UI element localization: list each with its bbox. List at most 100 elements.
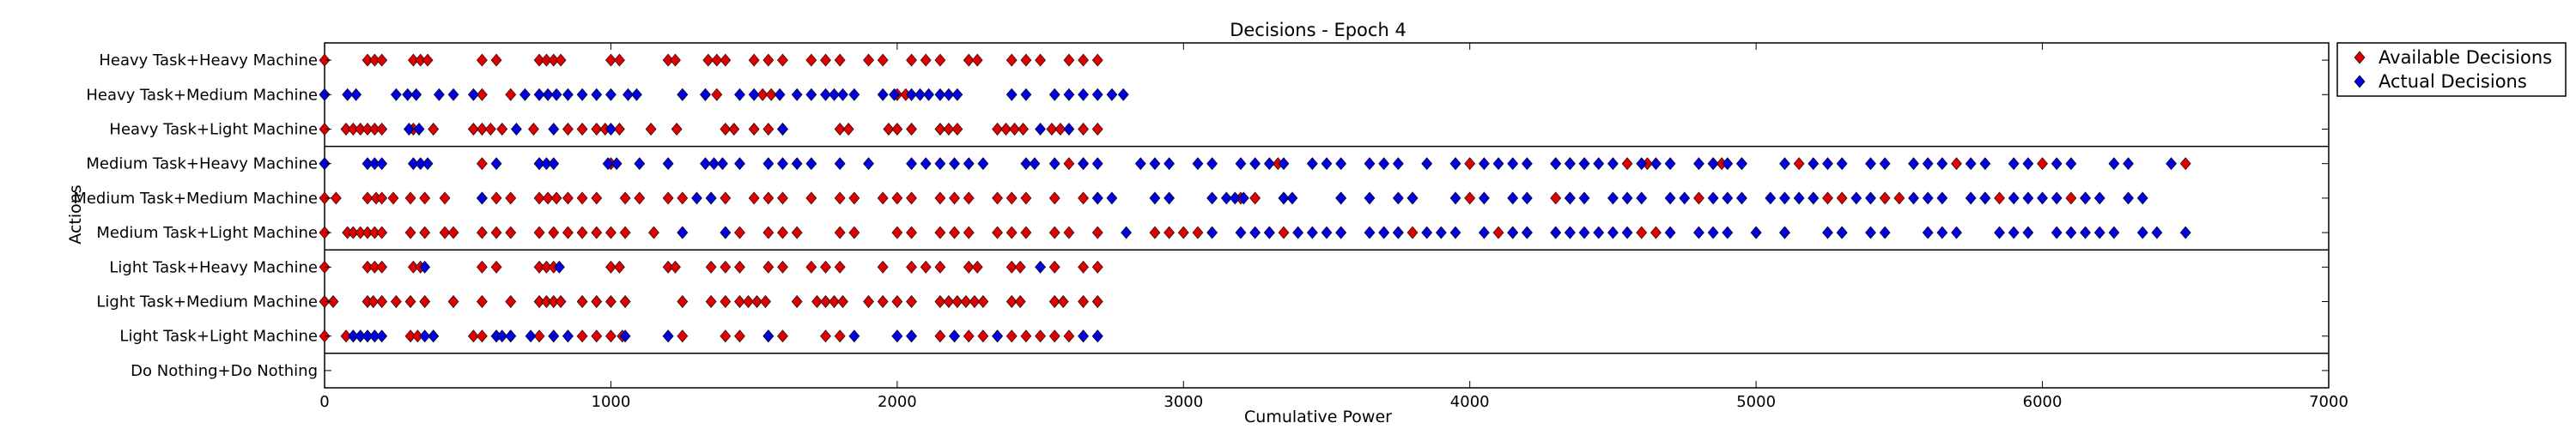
actual-decision-point [1507, 157, 1519, 171]
actual-decision-point [791, 157, 803, 171]
available-decision-point [533, 191, 545, 205]
actual-decision-point [1220, 191, 1232, 205]
available-decision-point [1464, 157, 1476, 171]
available-decision-point [820, 260, 831, 274]
available-decision-point [934, 53, 946, 67]
actual-decision-point [2108, 157, 2120, 171]
actual-decision-point [1121, 226, 1132, 239]
actual-decision-point [548, 123, 560, 136]
actual-decision-point [562, 329, 574, 343]
actual-decision-point [548, 157, 560, 171]
actual-decision-point [762, 329, 775, 343]
actual-decision-point [1406, 191, 1419, 205]
actual-decision-point [1106, 88, 1118, 101]
actual-decision-point [433, 88, 445, 101]
available-decision-point [920, 53, 932, 67]
available-decision-point [484, 123, 496, 136]
y-tick-label: Light Task+Light Machine [119, 328, 318, 346]
available-decision-point [505, 88, 517, 101]
available-decision-point [1063, 53, 1075, 67]
available-decision-point [390, 295, 402, 308]
actual-decision-point [1134, 157, 1146, 171]
actual-decision-point [1091, 88, 1103, 101]
actual-decision-point [1922, 157, 1934, 171]
actual-decision-point [402, 88, 414, 101]
actual-decision-point [1664, 191, 1676, 205]
available-decision-point [533, 329, 545, 343]
available-decision-point [906, 53, 917, 67]
available-decision-point [1177, 226, 1189, 239]
available-decision-point [1951, 157, 1962, 171]
available-decision-point [476, 53, 488, 67]
actual-decision-point [1936, 191, 1948, 205]
available-decision-point [1893, 191, 1905, 205]
available-decision-point [562, 191, 574, 205]
available-decision-point [439, 226, 451, 239]
available-decision-point [1091, 226, 1103, 239]
available-decision-point [677, 329, 689, 343]
actual-decision-point [1936, 226, 1948, 239]
actual-decision-point [422, 157, 434, 171]
actual-decision-point [1779, 191, 1790, 205]
actual-decision-point [2008, 191, 2020, 205]
available-decision-point [877, 53, 889, 67]
available-decision-point [906, 123, 917, 136]
actual-decision-point [1449, 226, 1461, 239]
available-decision-point [555, 295, 567, 308]
actual-decision-point [1822, 157, 1833, 171]
actual-decision-point [934, 157, 946, 171]
available-decision-point [906, 191, 917, 205]
actual-decision-point [490, 157, 502, 171]
available-decision-point [1793, 157, 1805, 171]
available-decision-point [439, 191, 451, 205]
actual-decision-point [691, 191, 702, 205]
available-decision-point [711, 53, 723, 67]
actual-decision-point [820, 88, 831, 101]
actual-decision-point [1807, 157, 1820, 171]
available-decision-point [834, 226, 846, 239]
actual-decision-point [1765, 191, 1777, 205]
available-decision-point [376, 260, 388, 274]
actual-decision-point [1237, 191, 1249, 205]
actual-decision-point [1335, 226, 1347, 239]
available-decision-point [387, 191, 399, 205]
available-decision-point [762, 226, 775, 239]
actual-decision-point [576, 88, 588, 101]
available-decision-point [1192, 226, 1204, 239]
available-decision-point [777, 53, 788, 67]
available-decision-point [496, 123, 508, 136]
available-decision-point [949, 226, 960, 239]
available-decision-point [762, 191, 775, 205]
actual-decision-point [943, 88, 955, 101]
actual-decision-point [1836, 226, 1848, 239]
available-decision-point [1057, 295, 1069, 308]
actual-decision-point [1020, 157, 1032, 171]
actual-decision-point [1722, 226, 1734, 239]
available-decision-point [863, 295, 874, 308]
available-decision-point [891, 191, 903, 205]
available-decision-point [490, 53, 502, 67]
available-decision-point [419, 226, 431, 239]
actual-decision-point [963, 157, 975, 171]
actual-decision-point [1206, 191, 1218, 205]
actual-decision-point [1449, 157, 1461, 171]
available-decision-point [751, 295, 762, 308]
actual-decision-point [1192, 157, 1204, 171]
actual-decision-point [949, 157, 960, 171]
actual-decision-point [677, 226, 689, 239]
actual-decision-point [1564, 226, 1576, 239]
available-decision-point [891, 226, 903, 239]
actual-decision-point [1163, 191, 1176, 205]
available-decision-point [734, 329, 745, 343]
actual-decision-point [2050, 226, 2063, 239]
actual-decision-point [1593, 157, 1605, 171]
actual-decision-point [1321, 157, 1333, 171]
available-decision-point [376, 53, 388, 67]
available-decision-point [971, 53, 983, 67]
available-decision-point [934, 226, 946, 239]
available-decision-point [992, 226, 1003, 239]
x-tick-label: 4000 [1450, 393, 1490, 411]
actual-decision-point [1722, 157, 1734, 171]
actual-decision-point [1722, 191, 1734, 205]
actual-decision-point [1364, 191, 1376, 205]
